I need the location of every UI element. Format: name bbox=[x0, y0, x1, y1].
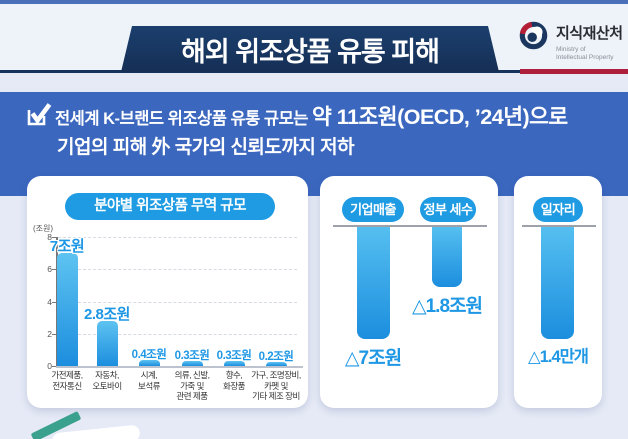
ministry-subtitle: Ministry of Intellectual Property bbox=[556, 46, 614, 61]
y-axis-unit-label: (조원) bbox=[33, 224, 54, 233]
taegeuk-emblem-icon bbox=[518, 20, 549, 56]
sector-bar bbox=[181, 361, 203, 366]
y-tick-mark bbox=[52, 301, 56, 303]
card-economy-impact: 기업매출 정부 세수 △7조원 △1.8조원 bbox=[320, 176, 498, 408]
sector-bar bbox=[265, 362, 287, 366]
y-tick-mark bbox=[52, 366, 56, 367]
top-accent-strip bbox=[0, 0, 628, 4]
intro-line2: 기업의 피해 外 국가의 신뢰도까지 저하 bbox=[57, 137, 355, 158]
y-tick-mark bbox=[52, 333, 56, 335]
sector-bar bbox=[56, 253, 78, 366]
gridline bbox=[58, 237, 297, 239]
y-tick-label: 8 bbox=[47, 232, 52, 243]
category-label: 의류, 신발, 가죽 및 관련 제품 bbox=[174, 370, 210, 401]
intro-banner: 전세계 K-브랜드 위조상품 유통 규모는 약 11조원(OECD, ’24년)… bbox=[0, 92, 628, 196]
category-label: 시계, 보석류 bbox=[138, 370, 160, 391]
pill-government-tax: 정부 세수 bbox=[420, 197, 476, 222]
bar-government-tax bbox=[432, 227, 462, 287]
y-tick-mark bbox=[52, 269, 56, 271]
value-label-government-tax: △1.8조원 bbox=[412, 296, 483, 317]
ministry-name: 지식재산처 bbox=[556, 25, 623, 42]
y-tick-label: 2 bbox=[47, 328, 52, 339]
card-jobs-impact: 일자리 △1.4만개 bbox=[514, 176, 602, 408]
category-label: 향수, 화장품 bbox=[223, 370, 245, 391]
sector-bar bbox=[138, 360, 160, 366]
ministry-logo-text: 지식재산처 Ministry of Intellectual Property bbox=[556, 20, 623, 62]
hanging-bar-topline bbox=[522, 225, 596, 227]
gridline bbox=[58, 333, 297, 335]
sector-value-label: 2.8조원 bbox=[84, 306, 130, 323]
intro-line1: 전세계 K-브랜드 위조상품 유통 규모는 약 11조원(OECD, ’24년)… bbox=[55, 100, 568, 131]
sector-value-label: 0.3조원 bbox=[216, 350, 252, 362]
hanging-bar-topline bbox=[333, 225, 487, 227]
y-tick-mark bbox=[52, 237, 56, 239]
bar-company-sales bbox=[357, 227, 390, 339]
ministry-logo: 지식재산처 Ministry of Intellectual Property bbox=[518, 20, 623, 62]
sector-value-label: 0.2조원 bbox=[258, 351, 294, 363]
divider-line-red bbox=[520, 69, 628, 74]
sector-value-label: 0.3조원 bbox=[174, 350, 210, 362]
intro-line1-prefix: 전세계 K-브랜드 위조상품 유통 규모는 bbox=[55, 110, 313, 128]
x-axis-baseline bbox=[56, 366, 303, 368]
sector-bar bbox=[96, 321, 118, 366]
sector-value-label: 7조원 bbox=[49, 238, 85, 255]
header-banner: 해외 위조상품 유통 피해 bbox=[121, 26, 499, 72]
chart-title-pill: 분야별 위조상품 무역 규모 bbox=[65, 193, 275, 220]
checkbox-check-icon bbox=[25, 101, 52, 128]
y-tick-label: 0 bbox=[47, 361, 52, 371]
sector-bar bbox=[223, 361, 245, 366]
bar-jobs bbox=[541, 227, 574, 339]
pill-company-sales: 기업매출 bbox=[342, 197, 404, 222]
sector-value-label: 0.4조원 bbox=[131, 349, 167, 361]
intro-line1-emphasis: 약 11조원(OECD, ’24년)으로 bbox=[312, 105, 568, 129]
gridline bbox=[58, 301, 297, 303]
y-tick-label: 6 bbox=[47, 264, 52, 275]
y-tick-label: 4 bbox=[47, 296, 52, 307]
page-title: 해외 위조상품 유통 피해 bbox=[181, 36, 439, 67]
category-label: 자동차, 오토바이 bbox=[92, 370, 122, 391]
category-label: 가전제품, 전자통신 bbox=[51, 370, 83, 391]
category-label: 가구, 조명장비, 카펫 및 기타 제조 장비 bbox=[251, 370, 301, 401]
value-label-company-sales: △7조원 bbox=[344, 348, 402, 369]
pill-jobs: 일자리 bbox=[533, 197, 583, 222]
value-label-jobs: △1.4만개 bbox=[528, 348, 589, 366]
gridline bbox=[58, 269, 297, 271]
